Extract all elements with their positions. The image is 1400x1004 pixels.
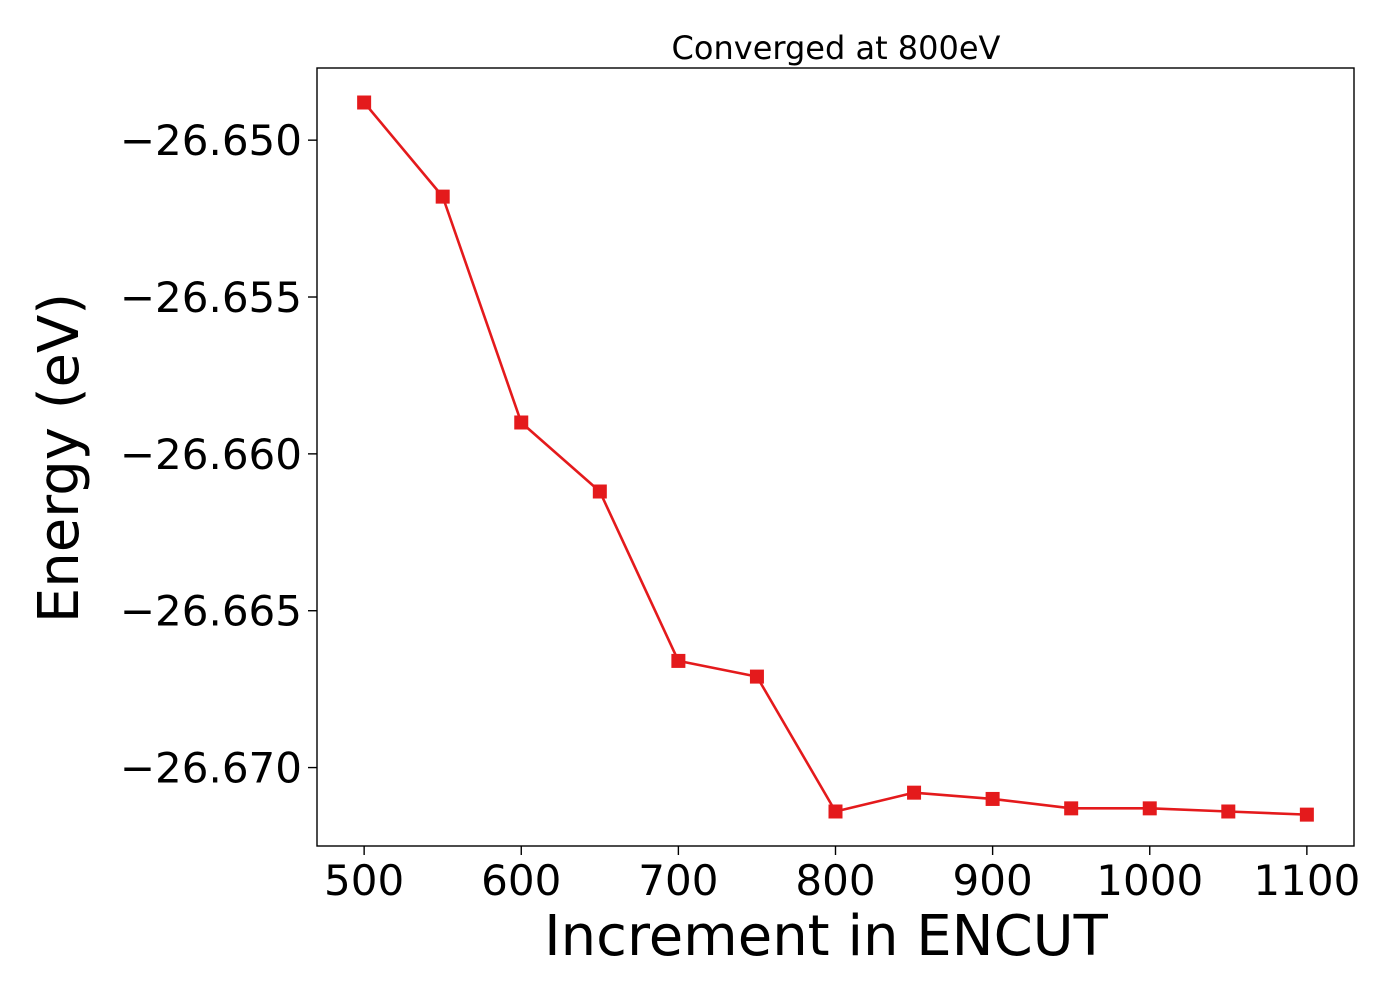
data-point-marker xyxy=(514,415,529,430)
data-point-marker xyxy=(357,95,372,110)
y-tick-label: −26.660 xyxy=(120,430,302,479)
data-point-marker xyxy=(1299,807,1314,822)
y-tick-label: −26.670 xyxy=(120,744,302,793)
data-point-marker xyxy=(592,484,607,499)
data-point-marker xyxy=(749,669,764,684)
y-axis-title: Energy (eV) xyxy=(27,293,92,623)
y-tick-label: −26.650 xyxy=(120,116,302,165)
data-point-marker xyxy=(985,791,1000,806)
y-tick-label: −26.655 xyxy=(120,273,302,322)
data-point-marker xyxy=(1221,804,1236,819)
x-tick-label: 900 xyxy=(953,856,1033,905)
data-point-marker xyxy=(828,804,843,819)
data-point-marker xyxy=(1064,801,1079,816)
y-tick-label: −26.665 xyxy=(120,587,302,636)
x-tick-label: 500 xyxy=(324,856,404,905)
plot-area: 500 600 700 800 900 1000 1100 −26.650 −26.655 −26… xyxy=(120,67,1360,905)
data-point-marker xyxy=(1142,801,1157,816)
chart-title: Converged at 800eV xyxy=(672,29,1001,67)
x-tick-label: 700 xyxy=(638,856,718,905)
data-point-marker xyxy=(671,653,686,668)
x-tick-label: 600 xyxy=(481,856,561,905)
data-point-marker xyxy=(907,785,922,800)
data-point-marker xyxy=(435,189,450,204)
series-line xyxy=(363,101,1307,816)
x-tick-label: 800 xyxy=(795,856,875,905)
plot-frame xyxy=(316,67,1355,847)
x-tick-label: 1100 xyxy=(1253,856,1360,905)
x-axis-title: Increment in ENCUT xyxy=(544,904,1109,969)
x-tick-label: 1000 xyxy=(1096,856,1203,905)
